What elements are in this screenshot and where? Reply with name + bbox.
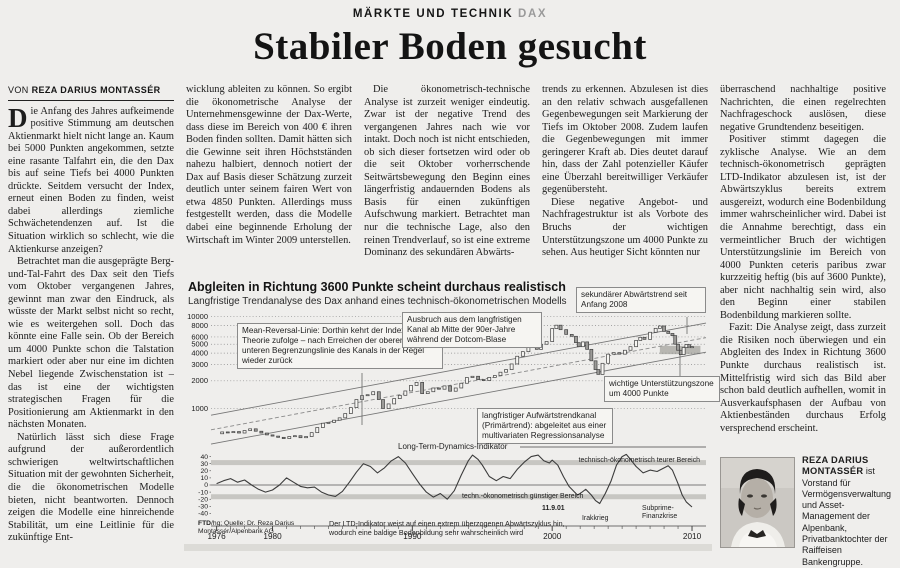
event-label-subprime: Subprime- Finanzkrise: [642, 505, 677, 521]
svg-text:6000: 6000: [191, 332, 208, 341]
svg-text:3000: 3000: [191, 360, 208, 369]
source-text: /hg; Quelle: Dr. Reza Darius Montassér/A…: [198, 520, 295, 536]
svg-text:2000: 2000: [543, 532, 562, 541]
author-description: ist Vorstand für Vermögensverwaltung und…: [802, 466, 892, 567]
article-column-2: wicklung ableiten zu können. So ergibt d…: [186, 84, 352, 276]
band-label-teuer: technisch-ökonometrisch teurer Bereich: [578, 457, 700, 464]
section-kicker: MÄRKTE UND TECHNIK DAX: [0, 8, 900, 20]
byline-prefix: VON: [8, 85, 29, 95]
paragraph: trends zu erkennen. Abzulesen ist dies a…: [542, 84, 708, 196]
event-label-sept11: 11.9.01: [542, 505, 565, 512]
svg-text:4000: 4000: [191, 349, 208, 358]
svg-text:10000: 10000: [187, 312, 208, 321]
event-label-subprime-line1: Subprime-: [642, 505, 674, 512]
svg-text:2000: 2000: [191, 376, 208, 385]
paragraph: überraschend nachhaltige positive Nachri…: [720, 84, 886, 133]
svg-text:40: 40: [200, 454, 208, 461]
newspaper-page: { "header": { "kicker": "MÄRKTE UND TECH…: [0, 8, 900, 567]
svg-text:-40: -40: [198, 511, 208, 518]
paragraph: Natürlich lässt sich diese Frage aufgrun…: [8, 431, 174, 544]
kicker-tag-dax: DAX: [518, 8, 548, 20]
annotation-aufwaertstrendkanal: langfristiger Aufwärtstrendkanal (Primär…: [477, 408, 613, 444]
svg-text:-30: -30: [198, 504, 208, 511]
svg-text:30: 30: [200, 461, 208, 468]
band-label-guenstig: techn.-ökonometrisch günstiger Bereich: [462, 492, 584, 500]
author-bio-text: REZA DARIUS MONTASSÉR ist Vorstand für V…: [802, 455, 892, 568]
ltd-indicator-label: Long-Term-Dynamics-Indikator: [398, 442, 508, 451]
svg-text:8000: 8000: [191, 321, 208, 330]
svg-text:5000: 5000: [191, 340, 208, 349]
figure-source: FTD/hg; Quelle: Dr. Reza Darius Montassé…: [198, 520, 313, 537]
source-ftd: FTD: [198, 520, 211, 527]
paragraph: Diese negative Angebot- und Nachfragestr…: [542, 196, 708, 259]
svg-text:1976: 1976: [207, 532, 226, 541]
annotation-sekundaerer-abwaertstrend: sekundärer Abwärtstrend seit Anfang 2008: [576, 287, 706, 313]
article-column-5: überraschend nachhaltige positive Nachri…: [720, 84, 886, 549]
paragraph: Die ökonometrisch-technische Analyse ist…: [364, 84, 530, 259]
author-photo: [720, 457, 795, 548]
paragraph: Fazit: Die Analyse zeigt, dass zurzeit d…: [720, 322, 886, 434]
portrait-illustration: [721, 458, 794, 547]
svg-text:1980: 1980: [263, 532, 282, 541]
figure-caption: Der LTD-Indikator weist auf einen extrem…: [329, 519, 565, 537]
paragraph: Positiver stimmt dagegen die zyklische A…: [720, 134, 886, 321]
event-label-irakkrieg: Irakkrieg: [582, 515, 609, 522]
byline-author: REZA DARIUS MONTASSÉR: [31, 85, 161, 95]
svg-text:0: 0: [204, 482, 208, 489]
paragraph: Betrachtet man die ausgeprägte Berg-und-…: [8, 256, 174, 431]
svg-text:1990: 1990: [403, 532, 422, 541]
article-headline: Stabiler Boden gesucht: [253, 25, 647, 68]
event-label-subprime-line2: Finanzkrise: [642, 512, 678, 520]
author-bio: REZA DARIUS MONTASSÉR ist Vorstand für V…: [720, 455, 892, 568]
figure-subtitle: Langfristige Trendanalyse des Dax anhand…: [188, 296, 567, 307]
article-column-3: Die ökonometrisch-technische Analyse ist…: [364, 84, 530, 276]
svg-text:20: 20: [200, 468, 208, 475]
drop-cap: D: [8, 102, 28, 133]
dax-trend-figure: Abgleiten in Richtung 3600 Punkte schein…: [184, 277, 720, 551]
svg-text:1000: 1000: [191, 404, 208, 413]
svg-text:-20: -20: [198, 496, 208, 503]
byline: VON REZA DARIUS MONTASSÉR: [8, 84, 174, 101]
figure-title: Abgleiten in Richtung 3600 Punkte schein…: [188, 280, 566, 294]
annotation-ausbruch: Ausbruch aus dem langfristigen Kanal ab …: [402, 312, 542, 348]
article-column-4: trends zu erkennen. Abzulesen ist dies a…: [542, 84, 708, 276]
svg-text:2010: 2010: [683, 532, 702, 541]
kicker-text: MÄRKTE UND TECHNIK: [352, 8, 514, 20]
paragraph-text: ie Anfang des Jahres aufkeimende positiv…: [8, 105, 174, 255]
annotation-unterstuetzungszone: wichtige Unterstützungszone um 4000 Punk…: [604, 376, 720, 402]
svg-text:-10: -10: [198, 489, 208, 496]
paragraph: wicklung ableiten zu können. So ergibt d…: [186, 84, 352, 246]
svg-text:10: 10: [200, 475, 208, 482]
author-name: REZA DARIUS MONTASSÉR: [802, 455, 869, 477]
